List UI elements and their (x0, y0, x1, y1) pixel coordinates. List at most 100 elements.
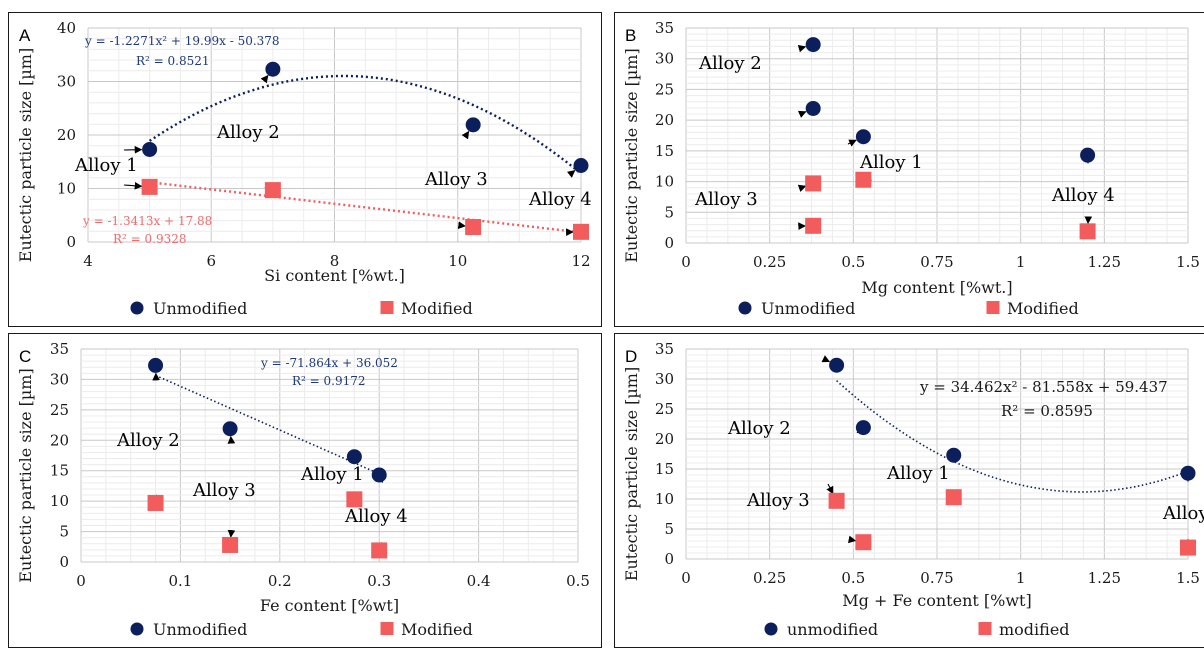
y-tick-label: 35 (50, 340, 69, 358)
legend-unmodified-marker (131, 623, 144, 636)
y-tick-label: 25 (50, 401, 69, 419)
y-tick-label: 15 (50, 462, 69, 480)
unmodified-point (372, 467, 387, 482)
legend-unmodified-marker (765, 623, 778, 636)
annotation-arrow (852, 540, 856, 541)
modified-point (1180, 540, 1196, 556)
legend-modified-label: Modified (1007, 299, 1079, 318)
modified-point (222, 537, 238, 553)
modified-point (1080, 223, 1096, 239)
legend-modified-marker (381, 622, 394, 635)
x-tick-label: 12 (571, 252, 590, 270)
y-tick-label: 15 (655, 460, 674, 478)
y-tick-label: 5 (59, 523, 69, 541)
modified-point (142, 179, 158, 195)
unmodified-point (148, 358, 163, 373)
x-axis-label: Mg content [%wt.] (861, 278, 1012, 297)
modified-point (805, 175, 821, 191)
y-tick-label: 25 (655, 80, 674, 98)
alloy-annotation: Alloy 4 (1051, 185, 1115, 206)
x-tick-label: 0.3 (367, 572, 391, 590)
y-tick-label: 10 (57, 180, 76, 198)
legend-modified-marker (987, 301, 1000, 314)
x-axis-label: Mg + Fe content [%wt] (842, 591, 1031, 610)
alloy-annotation: Alloy 3 (192, 480, 256, 501)
x-tick-label: 0 (76, 572, 86, 590)
legend-modified-marker (381, 301, 394, 314)
x-tick-label: 0.25 (753, 253, 786, 271)
trendline-r2: R² = 0.9328 (113, 232, 187, 246)
x-tick-label: 0.2 (268, 572, 292, 590)
modified-point (855, 172, 871, 188)
unmodified-point (574, 158, 589, 173)
unmodified-point (856, 420, 871, 435)
panel-label: D (625, 347, 637, 366)
alloy-annotation: Alloy 4 (528, 189, 592, 210)
x-tick-label: 10 (448, 252, 467, 270)
trendline-equation: y = -1.3413x + 17.88 (82, 214, 212, 228)
unmodified-point (1080, 148, 1095, 163)
annotation-arrow (465, 131, 469, 137)
y-tick-label: 35 (655, 19, 674, 37)
y-tick-label: 10 (655, 490, 674, 508)
annotation-arrow (573, 171, 575, 172)
x-tick-label: 0.25 (753, 569, 786, 587)
y-tick-label: 20 (57, 126, 76, 144)
unmodified-point (265, 62, 280, 77)
trendline-equation: y = -71.864x + 36.052 (260, 356, 398, 370)
x-tick-label: 1.25 (1088, 253, 1121, 271)
x-tick-label: 1 (1016, 253, 1026, 271)
x-tick-label: 1.5 (1176, 569, 1200, 587)
unmodified-point (806, 101, 821, 116)
y-tick-label: 5 (664, 203, 674, 221)
x-axis-label: Fe content [%wt] (260, 596, 399, 615)
trendline-equation: y = -1.2271x² + 19.99x - 50.378 (84, 34, 280, 48)
x-tick-label: 0.1 (168, 572, 192, 590)
modified-point (805, 218, 821, 234)
y-tick-label: 10 (655, 173, 674, 191)
x-tick-label: 4 (83, 252, 93, 270)
unmodified-point (142, 142, 157, 157)
x-tick-label: 0.5 (566, 572, 590, 590)
y-tick-label: 25 (655, 400, 674, 418)
alloy-annotation: Alloy 3 (424, 169, 488, 190)
y-tick-label: 5 (664, 520, 674, 538)
y-tick-label: 35 (655, 340, 674, 358)
annotation-arrow (266, 76, 268, 78)
x-tick-label: 6 (206, 252, 216, 270)
x-tick-label: 0 (681, 253, 691, 271)
y-tick-label: 20 (655, 111, 674, 129)
modified-point (829, 493, 845, 509)
trendline-r2: R² = 0.8521 (136, 54, 210, 68)
y-tick-label: 0 (664, 550, 674, 568)
legend-unmodified-label: Unmodified (153, 299, 247, 318)
legend-unmodified-marker (739, 302, 752, 315)
trendline-r2: R² = 0.9172 (292, 374, 366, 388)
y-axis-label: Eutectic particle size [µm] (16, 48, 35, 262)
legend-unmodified-marker (131, 302, 144, 315)
modified-point (573, 224, 589, 240)
y-tick-label: 20 (50, 431, 69, 449)
panel-label: B (625, 26, 636, 45)
unmodified-point (347, 449, 362, 464)
panel-label: A (19, 26, 31, 45)
alloy-annotation: Alloy 1 (886, 463, 950, 484)
legend-unmodified-label: Unmodified (761, 299, 855, 318)
alloy-annotation: Alloy 2 (116, 430, 180, 451)
x-tick-label: 0.5 (841, 569, 865, 587)
annotation-arrow (124, 185, 142, 186)
alloy-annotation: Alloy 1 (859, 152, 923, 173)
legend-modified-label: Modified (401, 299, 473, 318)
legend-unmodified-label: unmodified (787, 620, 878, 639)
y-axis-label: Eutectic particle size [µm] (622, 367, 641, 581)
y-tick-label: 10 (50, 492, 69, 510)
x-tick-label: 0.75 (920, 569, 953, 587)
unmodified-point (946, 448, 961, 463)
x-tick-label: 0.4 (467, 572, 491, 590)
modified-point (148, 495, 164, 511)
unmodified-point (806, 37, 821, 52)
